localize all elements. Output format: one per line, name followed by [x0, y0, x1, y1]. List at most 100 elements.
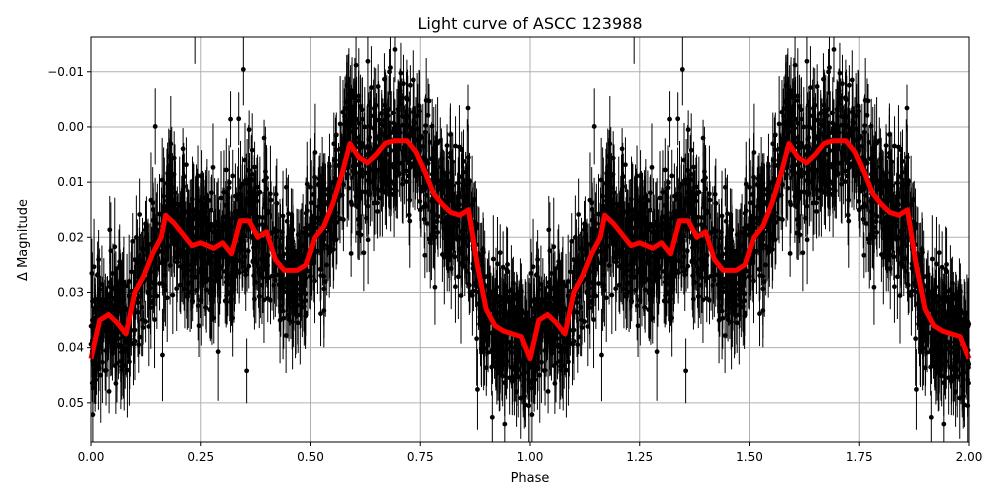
data-point: [843, 168, 848, 173]
data-point: [596, 281, 601, 286]
data-point: [707, 191, 712, 196]
data-point: [566, 279, 571, 284]
data-point: [474, 336, 479, 341]
data-point: [457, 145, 462, 150]
data-point: [491, 257, 496, 262]
data-point: [702, 169, 707, 174]
data-point: [872, 142, 877, 147]
data-point: [127, 279, 132, 284]
data-point: [393, 47, 398, 52]
data-point: [713, 192, 718, 197]
data-point: [910, 198, 915, 203]
data-point: [902, 195, 907, 200]
data-point: [388, 65, 393, 70]
data-point: [505, 262, 510, 267]
data-point: [309, 200, 314, 205]
data-point: [638, 298, 643, 303]
data-point: [669, 174, 674, 179]
data-point: [247, 127, 252, 132]
data-point: [816, 117, 821, 122]
data-point: [113, 381, 118, 386]
data-point: [244, 368, 249, 373]
data-point: [153, 124, 158, 129]
data-point: [943, 267, 948, 272]
data-point: [422, 217, 427, 222]
data-point: [107, 227, 112, 232]
data-point: [281, 214, 286, 219]
data-point: [687, 210, 692, 215]
data-point: [571, 328, 576, 333]
data-point: [827, 65, 832, 70]
data-point: [361, 250, 366, 255]
data-point: [929, 415, 934, 420]
data-point: [636, 323, 641, 328]
data-point: [286, 211, 291, 216]
data-point: [471, 198, 476, 203]
data-point: [199, 298, 204, 303]
data-point: [386, 113, 391, 118]
data-point: [350, 202, 355, 207]
data-point: [263, 169, 268, 174]
data-point: [909, 293, 914, 298]
data-point: [562, 306, 567, 311]
data-point: [903, 269, 908, 274]
data-point: [804, 144, 809, 149]
data-point: [609, 293, 614, 298]
data-point: [411, 78, 416, 83]
data-point: [132, 328, 137, 333]
data-point: [850, 78, 855, 83]
data-point: [365, 178, 370, 183]
data-point: [690, 273, 695, 278]
data-point: [170, 293, 175, 298]
data-point: [224, 168, 229, 173]
data-point: [433, 142, 438, 147]
data-point: [805, 237, 810, 242]
data-point: [399, 71, 404, 76]
data-point: [456, 274, 461, 279]
data-point: [504, 267, 509, 272]
data-point: [137, 212, 142, 217]
data-point: [532, 377, 537, 382]
data-point: [93, 377, 98, 382]
data-point: [642, 305, 647, 310]
data-point: [241, 67, 246, 72]
data-point: [498, 250, 503, 255]
data-point: [203, 305, 208, 310]
data-point: [269, 198, 274, 203]
data-point: [404, 168, 409, 173]
data-point: [365, 144, 370, 149]
data-point: [470, 293, 475, 298]
data-point: [592, 124, 597, 129]
data-point: [861, 217, 866, 222]
data-point: [157, 281, 162, 286]
data-point: [793, 63, 798, 68]
data-point: [846, 213, 851, 218]
data-point: [895, 274, 900, 279]
data-point: [789, 202, 794, 207]
data-point: [663, 168, 668, 173]
data-point: [667, 117, 672, 122]
data-point: [611, 156, 616, 161]
data-point: [389, 191, 394, 196]
data-point: [248, 210, 253, 215]
data-point: [546, 227, 551, 232]
data-point: [805, 59, 810, 64]
data-point: [464, 269, 469, 274]
data-point: [354, 63, 359, 68]
data-point: [720, 214, 725, 219]
data-point: [828, 191, 833, 196]
data-point: [832, 47, 837, 52]
data-point: [680, 67, 685, 72]
data-point: [479, 346, 484, 351]
data-point: [708, 198, 713, 203]
data-point: [825, 113, 830, 118]
data-point: [840, 177, 845, 182]
data-point: [401, 177, 406, 182]
data-point: [863, 158, 868, 163]
data-point: [463, 195, 468, 200]
data-point: [913, 336, 918, 341]
data-point: [941, 422, 946, 427]
data-point: [686, 127, 691, 132]
